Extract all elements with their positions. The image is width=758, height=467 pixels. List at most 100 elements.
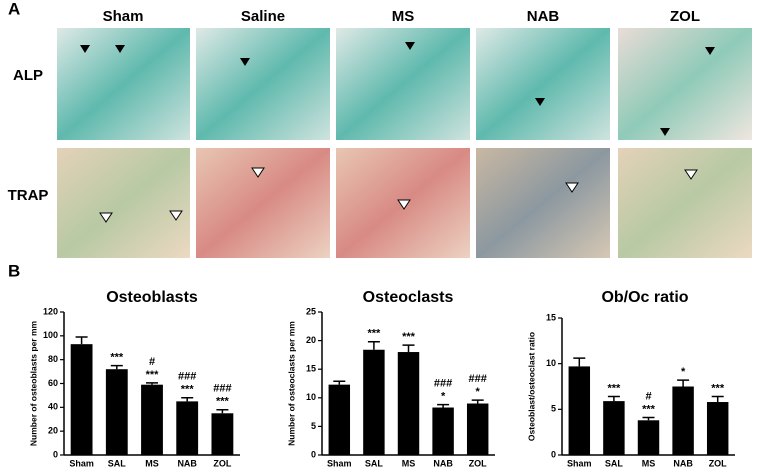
significance-mark: # [645, 390, 651, 402]
error-bar [367, 340, 380, 350]
bar [176, 401, 199, 455]
error-bar [607, 395, 620, 402]
bar [363, 349, 385, 455]
y-tick-label: 120 [43, 306, 58, 316]
error-bar [146, 382, 158, 385]
bar [466, 403, 489, 455]
x-tick-label: SAL [605, 458, 624, 467]
column-header: NAB [527, 8, 560, 25]
x-tick-label: MS [642, 458, 656, 467]
micrograph [57, 148, 190, 258]
y-tick-label: 0 [53, 449, 58, 459]
micrograph [196, 28, 330, 140]
y-tick-label: 5 [551, 404, 556, 414]
significance-mark: *** [607, 382, 621, 394]
chart-title: Ob/Oc ratio [601, 289, 688, 306]
x-tick-label: ZOL [709, 458, 727, 467]
significance-mark: *** [110, 352, 124, 364]
column-header: Sham [103, 8, 144, 25]
y-tick-label: 80 [48, 354, 58, 364]
x-tick-label: MS [402, 458, 416, 467]
significance-mark: *** [146, 369, 160, 381]
chart-title: Osteoclasts [363, 289, 454, 306]
micrograph [618, 148, 752, 258]
x-tick-label: NAB [177, 458, 197, 467]
micrograph [476, 148, 610, 258]
x-tick-label: SAL [365, 458, 384, 467]
y-tick-label: 0 [311, 449, 316, 459]
significance-mark: *** [181, 384, 195, 396]
error-bar [437, 403, 450, 408]
x-tick-label: SAL [108, 458, 127, 467]
error-bar [75, 336, 88, 345]
y-tick-label: 0 [551, 449, 556, 459]
panel-label: A [8, 0, 20, 18]
bar [706, 402, 729, 455]
column-header: Saline [241, 8, 285, 25]
significance-mark: *** [216, 396, 230, 408]
error-bar [677, 379, 690, 387]
error-bar [216, 408, 229, 414]
bar [141, 384, 163, 455]
open-arrowheads [99, 167, 698, 223]
bar [70, 344, 93, 455]
significance-mark: *** [402, 331, 416, 343]
y-tick-label: 20 [306, 335, 316, 345]
x-tick-label: Sham [69, 458, 94, 467]
error-bar [471, 399, 484, 404]
error-bar [711, 395, 724, 403]
y-tick-label: 10 [306, 392, 316, 402]
error-bar [333, 380, 346, 385]
significance-mark: *** [642, 403, 656, 415]
bar [672, 386, 694, 455]
y-tick-label: 60 [48, 378, 58, 388]
micrographs [57, 28, 752, 258]
significance-mark: ### [213, 383, 231, 395]
y-axis-label: Number of osteoclasts per mm [286, 321, 296, 446]
y-tick-label: 15 [306, 364, 316, 374]
significance-mark: # [149, 356, 155, 368]
significance-mark: * [681, 366, 686, 378]
y-tick-label: 20 [48, 426, 58, 436]
significance-mark: *** [367, 328, 381, 340]
micrograph [476, 28, 610, 140]
x-tick-label: NAB [433, 458, 453, 467]
significance-mark: * [441, 391, 446, 403]
y-tick-label: 25 [306, 306, 316, 316]
error-bar [181, 397, 194, 402]
x-tick-label: MS [145, 458, 159, 467]
x-tick-label: Sham [327, 458, 352, 467]
bar [397, 352, 420, 455]
row-header: TRAP [8, 187, 49, 204]
y-axis-label: Number of osteoblasts per mm [28, 320, 38, 446]
error-bar [573, 357, 586, 367]
x-tick-label: ZOL [469, 458, 487, 467]
bar [603, 401, 625, 455]
bar [637, 420, 660, 455]
error-bar [110, 364, 123, 370]
x-tick-label: NAB [673, 458, 693, 467]
column-header: ZOL [670, 8, 700, 25]
bar [105, 369, 128, 455]
significance-mark: ### [434, 378, 452, 390]
x-tick-label: ZOL [213, 458, 231, 467]
y-tick-label: 5 [311, 421, 316, 431]
bar [432, 407, 454, 455]
significance-mark: ### [469, 373, 487, 385]
bar [211, 413, 234, 455]
y-tick-label: 15 [546, 312, 556, 322]
column-header: MS [392, 8, 415, 25]
bar [328, 384, 351, 455]
bar [568, 366, 591, 455]
micrograph [57, 28, 190, 140]
y-tick-label: 40 [48, 402, 58, 412]
significance-mark: *** [711, 382, 725, 394]
row-header: ALP [13, 67, 43, 84]
significance-mark: ### [178, 371, 196, 383]
panel-label: B [8, 261, 20, 280]
micrograph [336, 28, 470, 140]
chart-title: Osteoblasts [106, 289, 198, 306]
y-tick-label: 100 [43, 330, 58, 340]
x-tick-label: Sham [567, 458, 592, 467]
